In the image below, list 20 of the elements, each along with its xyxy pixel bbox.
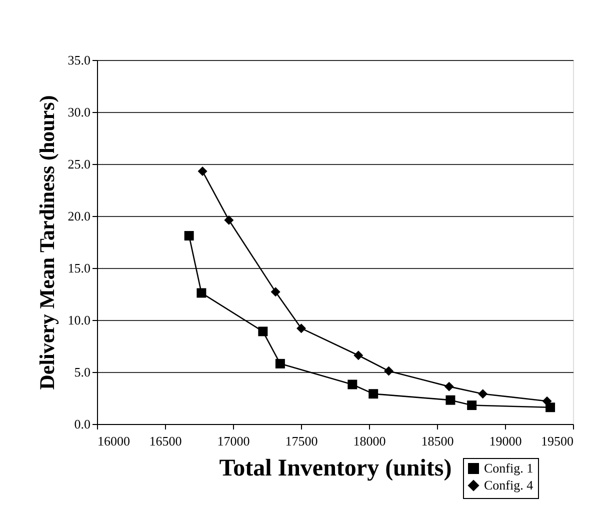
y-tick-label: 25.0	[68, 156, 90, 172]
y-tick-label: 20.0	[68, 208, 90, 224]
y-tick-label: 15.0	[68, 260, 90, 276]
y-tick-label: 30.0	[68, 104, 90, 120]
x-tick-label: 16000	[98, 434, 130, 448]
x-tick-label: 19000	[489, 434, 522, 448]
y-tick-label: 5.0	[74, 364, 90, 380]
x-tick-label: 17500	[285, 434, 318, 448]
x-tick-label: 18500	[421, 434, 454, 448]
legend-label: Config. 1	[484, 460, 534, 476]
y-axis-title: Delivery Mean Tardiness (hours)	[34, 95, 59, 390]
y-tick-label: 0.0	[74, 416, 90, 432]
x-tick-label: 17000	[217, 434, 250, 448]
x-tick-label: 18000	[353, 434, 386, 448]
legend-label: Config. 4	[484, 478, 534, 492]
y-tick-label: 10.0	[68, 312, 90, 328]
x-tick-label: 19500	[541, 434, 574, 448]
x-tick-label: 16500	[149, 434, 182, 448]
y-tick-label: 35.0	[68, 52, 90, 68]
x-axis-title: Total Inventory (units)	[219, 456, 452, 482]
